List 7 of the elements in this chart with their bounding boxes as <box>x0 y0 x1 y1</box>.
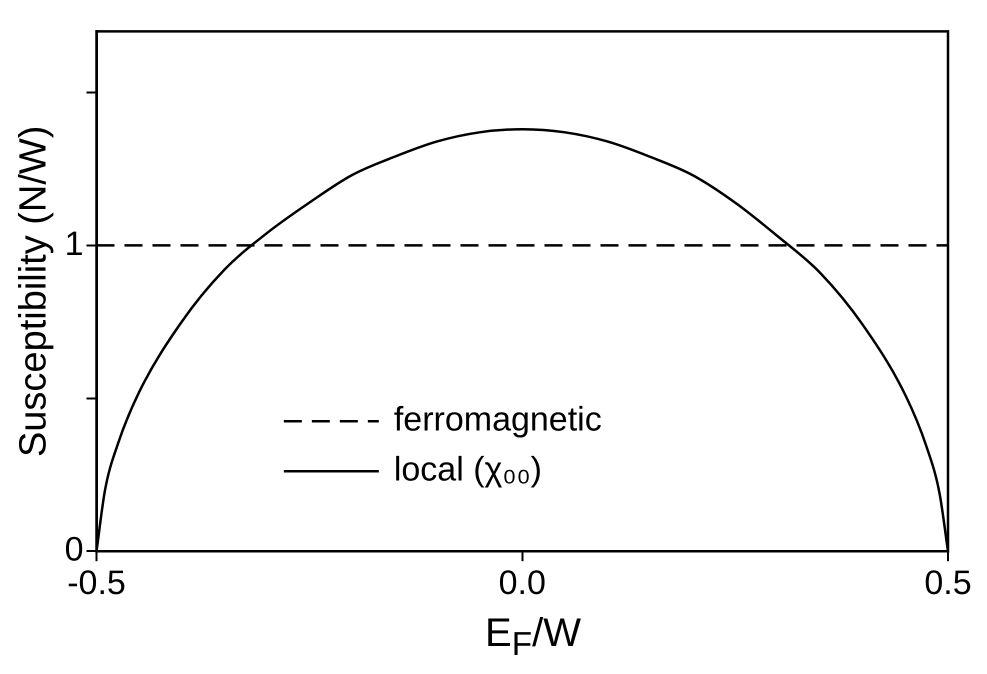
x-tick-label: 0.5 <box>924 564 972 602</box>
x-axis-title: E$_{F}$/W <box>484 610 582 665</box>
y-tick-label: 1 <box>64 224 84 263</box>
legend-label: local (χ₀₀) <box>394 450 542 489</box>
x-tick-label: 0.0 <box>498 564 546 602</box>
legend-label: ferromagnetic <box>394 400 602 439</box>
y-axis-title: Susceptibility (N/W) <box>12 126 54 458</box>
